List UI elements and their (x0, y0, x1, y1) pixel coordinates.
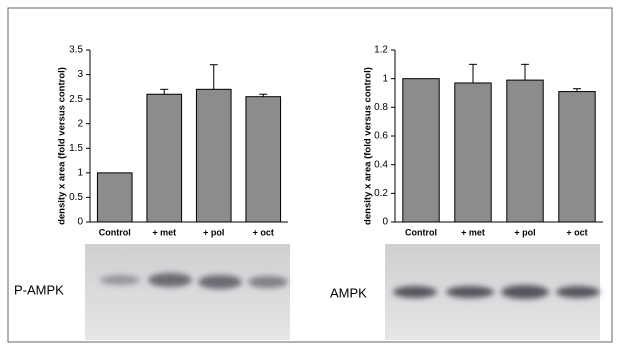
x-tick-label: + pol (203, 227, 224, 237)
y-tick-label: 0 (77, 217, 83, 228)
blot-image-2 (385, 244, 600, 340)
bar (559, 92, 595, 222)
x-tick-label: + oct (253, 227, 274, 237)
x-tick-label: Control (99, 227, 131, 237)
y-tick-label: 1.5 (69, 143, 83, 154)
y-tick-label: 0 (382, 217, 388, 228)
y-axis-label: density x area (fold versus control) (57, 67, 68, 225)
bar (507, 80, 543, 222)
y-tick-label: 3.5 (69, 45, 83, 56)
blot-image-1 (85, 244, 290, 340)
y-tick-label: 0.4 (374, 159, 388, 170)
y-tick-label: 2.5 (69, 94, 83, 105)
bar (455, 83, 491, 222)
y-tick-label: 2 (77, 118, 83, 129)
blot-label: P-AMPK (14, 282, 64, 297)
x-tick-label: + met (461, 227, 485, 237)
x-tick-label: Control (405, 227, 437, 237)
y-tick-label: 0.5 (69, 192, 83, 203)
x-tick-label: + met (152, 227, 176, 237)
y-axis-label: density x area (fold versus control) (363, 67, 374, 225)
y-tick-label: 1.2 (374, 45, 388, 56)
blot-label: AMPK (330, 285, 367, 300)
y-tick-label: 0.6 (374, 131, 388, 142)
figure: density x area (fold versus control) P-AM… (0, 0, 621, 349)
x-tick-label: + pol (514, 227, 535, 237)
bar (97, 173, 132, 222)
bar (403, 79, 439, 222)
y-tick-label: 0.8 (374, 102, 388, 113)
bar (196, 89, 231, 222)
y-tick-label: 0.2 (374, 188, 388, 199)
y-tick-label: 1 (382, 73, 388, 84)
bar (246, 97, 281, 222)
y-tick-label: 1 (77, 167, 83, 178)
x-tick-label: + oct (566, 227, 587, 237)
bar (147, 94, 182, 222)
y-tick-label: 3 (77, 69, 83, 80)
